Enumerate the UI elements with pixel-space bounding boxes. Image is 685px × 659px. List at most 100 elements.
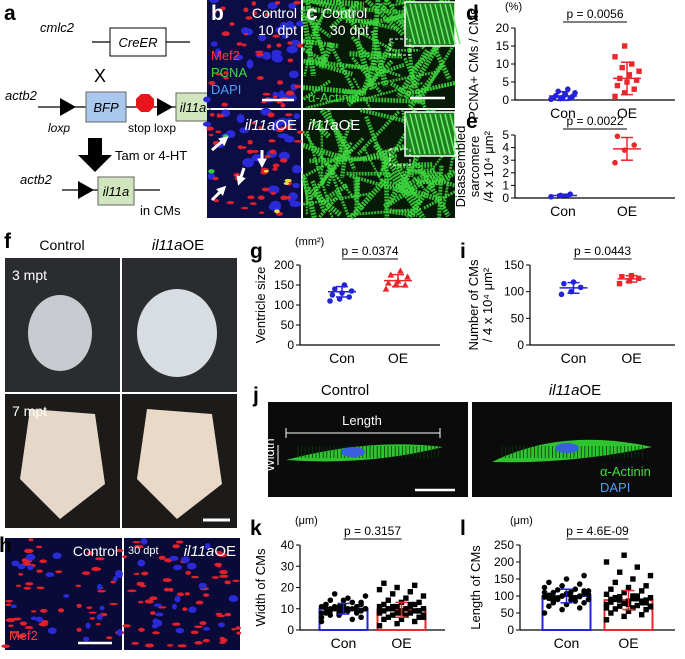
fiber: [353, 179, 361, 216]
cell: [174, 595, 181, 603]
data-point: [581, 572, 587, 579]
cell: [204, 542, 211, 550]
cell: [153, 603, 162, 608]
data-point: [416, 614, 422, 620]
cell: [108, 602, 119, 606]
cell: [58, 608, 65, 613]
data-point: [572, 90, 578, 96]
data-point: [625, 584, 632, 591]
inset-fiber: [434, 113, 446, 155]
data-point: [323, 605, 329, 612]
data-point: [404, 273, 411, 280]
data-point: [327, 298, 333, 304]
fiber: [301, 177, 318, 219]
gene-name: il11a: [308, 117, 339, 134]
data-point: [376, 608, 383, 614]
cell: [276, 128, 284, 133]
pointer-head: [236, 175, 246, 186]
cell: [182, 607, 188, 612]
cell: [256, 53, 264, 57]
cell: [19, 621, 28, 626]
cell: [175, 627, 185, 634]
cell: [258, 34, 267, 42]
panel-letter: d: [466, 2, 479, 25]
cell: [112, 576, 118, 582]
inset-fiber: [439, 3, 451, 45]
data-point: [336, 603, 342, 610]
cell: [91, 566, 101, 572]
cell: [271, 49, 282, 56]
cell: [246, 149, 254, 154]
y-axis-label: / 4 x 10⁴ μm²: [480, 267, 495, 342]
cell: [140, 537, 148, 545]
fiber: [328, 42, 355, 90]
cell: [144, 599, 154, 604]
data-point: [603, 617, 610, 623]
cell: [86, 606, 93, 610]
cell: [268, 139, 276, 143]
data-point: [327, 605, 334, 612]
data-point: [358, 614, 364, 621]
data-point: [546, 603, 552, 609]
data-point: [390, 591, 396, 597]
data-point: [563, 576, 570, 582]
cell: [150, 611, 156, 615]
cell: [141, 571, 149, 576]
cell: [279, 158, 288, 163]
cell: [75, 584, 82, 588]
cell: [217, 553, 228, 557]
cell: [133, 572, 140, 575]
pointer-head: [257, 158, 267, 168]
cell: [87, 551, 95, 556]
cell: [27, 564, 34, 571]
data-point: [621, 589, 627, 596]
y-tick-label: 150: [504, 258, 524, 272]
data-point: [603, 605, 610, 611]
data-point: [327, 597, 334, 604]
cell: [169, 555, 179, 561]
oe-suffix: OE: [275, 117, 297, 134]
cell: [31, 610, 37, 613]
cell: [240, 146, 247, 149]
data-point: [626, 72, 633, 78]
y-axis-label: Length of CMs: [468, 545, 483, 630]
inset-fiber: [404, 3, 416, 45]
panel-letter: e: [466, 110, 478, 133]
data-point: [390, 612, 396, 618]
cell: [220, 6, 226, 11]
x-tick-label: Con: [550, 203, 576, 219]
label: X: [94, 66, 106, 86]
data-point: [331, 603, 338, 610]
data-point: [639, 612, 645, 618]
cell: [247, 140, 253, 145]
data-point: [353, 605, 360, 612]
cell: [194, 625, 203, 629]
cell: [208, 169, 215, 174]
cell: [280, 195, 288, 201]
label: DAPI: [600, 480, 630, 495]
fiber: [305, 130, 331, 205]
cell: [243, 32, 248, 36]
oe-label: il11aOE: [152, 237, 204, 254]
cell: [212, 10, 217, 13]
inset-fiber: [409, 3, 421, 45]
data-point: [336, 608, 342, 614]
cell: [285, 20, 295, 30]
data-point: [382, 285, 390, 292]
label: Mef2: [211, 48, 240, 63]
data-point: [398, 616, 405, 623]
p-value: p = 0.0022: [566, 114, 623, 128]
cell: [223, 71, 229, 75]
data-point: [327, 612, 334, 618]
cell: [158, 555, 166, 560]
label: Mef2: [9, 628, 38, 643]
cell: [267, 112, 275, 118]
fiber: [402, 38, 444, 100]
x-tick-label: OE: [617, 203, 637, 219]
data-point: [636, 68, 642, 74]
cell: [202, 593, 210, 597]
y-tick-label: 4: [502, 141, 509, 155]
data-point: [617, 593, 623, 600]
data-point: [362, 593, 369, 599]
cell: [208, 81, 216, 86]
